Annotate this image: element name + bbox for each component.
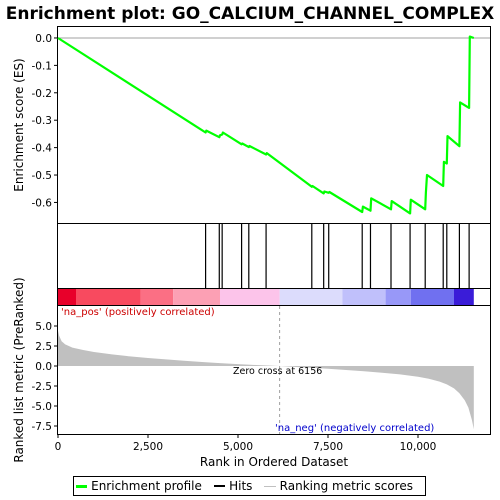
metric-y-axis: 5.0 2.5 0.0 -2.5 -5.0 -7.5	[32, 321, 58, 433]
legend-label-metric: Ranking metric scores	[279, 479, 413, 493]
metric-tick-label: 5.0	[35, 321, 52, 333]
heat-bar-segment	[342, 289, 386, 305]
ranking-metric-area	[58, 330, 474, 430]
es-y-axis-label: Enrichment score (ES)	[12, 58, 26, 191]
x-tick-label: 5,000	[223, 441, 253, 453]
legend-label-profile: Enrichment profile	[91, 479, 202, 493]
metric-tick-label: -2.5	[32, 381, 53, 393]
es-tick-label: -0.4	[32, 143, 53, 155]
heat-bar-segment	[58, 289, 76, 305]
es-tick-label: -0.6	[32, 197, 53, 209]
x-tick-label: 2,500	[133, 441, 163, 453]
es-tick-label: -0.5	[32, 170, 53, 182]
x-tick-label: 7,500	[313, 441, 343, 453]
metric-y-axis-label: Ranked list metric (PreRanked)	[12, 277, 26, 462]
enrichment-profile-layer	[57, 35, 475, 215]
legend-swatch-hits	[213, 485, 226, 487]
heat-bar-segment	[76, 289, 141, 305]
hits-layer	[205, 224, 470, 288]
legend-swatch-metric	[264, 485, 276, 487]
heat-bar-segment	[410, 289, 454, 305]
heat-bar-segment	[385, 289, 411, 305]
x-axis: 0 2,500 5,000 7,500 10,000	[55, 434, 437, 453]
heat-bar-segment	[173, 289, 220, 305]
chart-title: Enrichment plot: GO_CALCIUM_CHANNEL_COMP…	[6, 4, 495, 24]
heat-bar-segment	[279, 289, 343, 305]
chart-legend: Enrichment profile Hits Ranking metric s…	[73, 476, 426, 496]
legend-label-hits: Hits	[229, 479, 253, 493]
x-tick-label: 10,000	[400, 441, 437, 453]
neg-correlated-label: 'na_neg' (negatively correlated)	[275, 423, 434, 434]
enrichment-profile-line	[57, 35, 475, 215]
heat-bar-segment	[140, 289, 174, 305]
x-tick-label: 0	[55, 441, 62, 453]
metric-tick-label: -5.0	[32, 401, 53, 413]
metric-panel	[57, 305, 491, 435]
metric-tick-label: 2.5	[35, 341, 52, 353]
legend-swatch-profile	[75, 484, 88, 488]
es-tick-label: -0.2	[32, 88, 53, 100]
metric-tick-label: 0.0	[35, 361, 52, 373]
heat-bar	[58, 289, 474, 305]
es-y-axis: 0.0 -0.1 -0.2 -0.3 -0.4 -0.5 -0.6	[32, 33, 58, 209]
metric-tick-label: -7.5	[32, 421, 53, 433]
zero-cross-label: Zero cross at 6156	[233, 366, 322, 377]
es-tick-label: 0.0	[35, 33, 52, 45]
heat-bar-segment	[454, 289, 474, 305]
heat-bar-segment	[220, 289, 280, 305]
es-tick-label: -0.3	[32, 115, 53, 127]
pos-correlated-label: 'na_pos' (positively correlated)	[61, 307, 215, 318]
enrichment-chart: Enrichment plot: GO_CALCIUM_CHANNEL_COMP…	[6, 4, 495, 469]
es-tick-label: -0.1	[32, 60, 53, 72]
x-axis-label: Rank in Ordered Dataset	[200, 455, 348, 469]
